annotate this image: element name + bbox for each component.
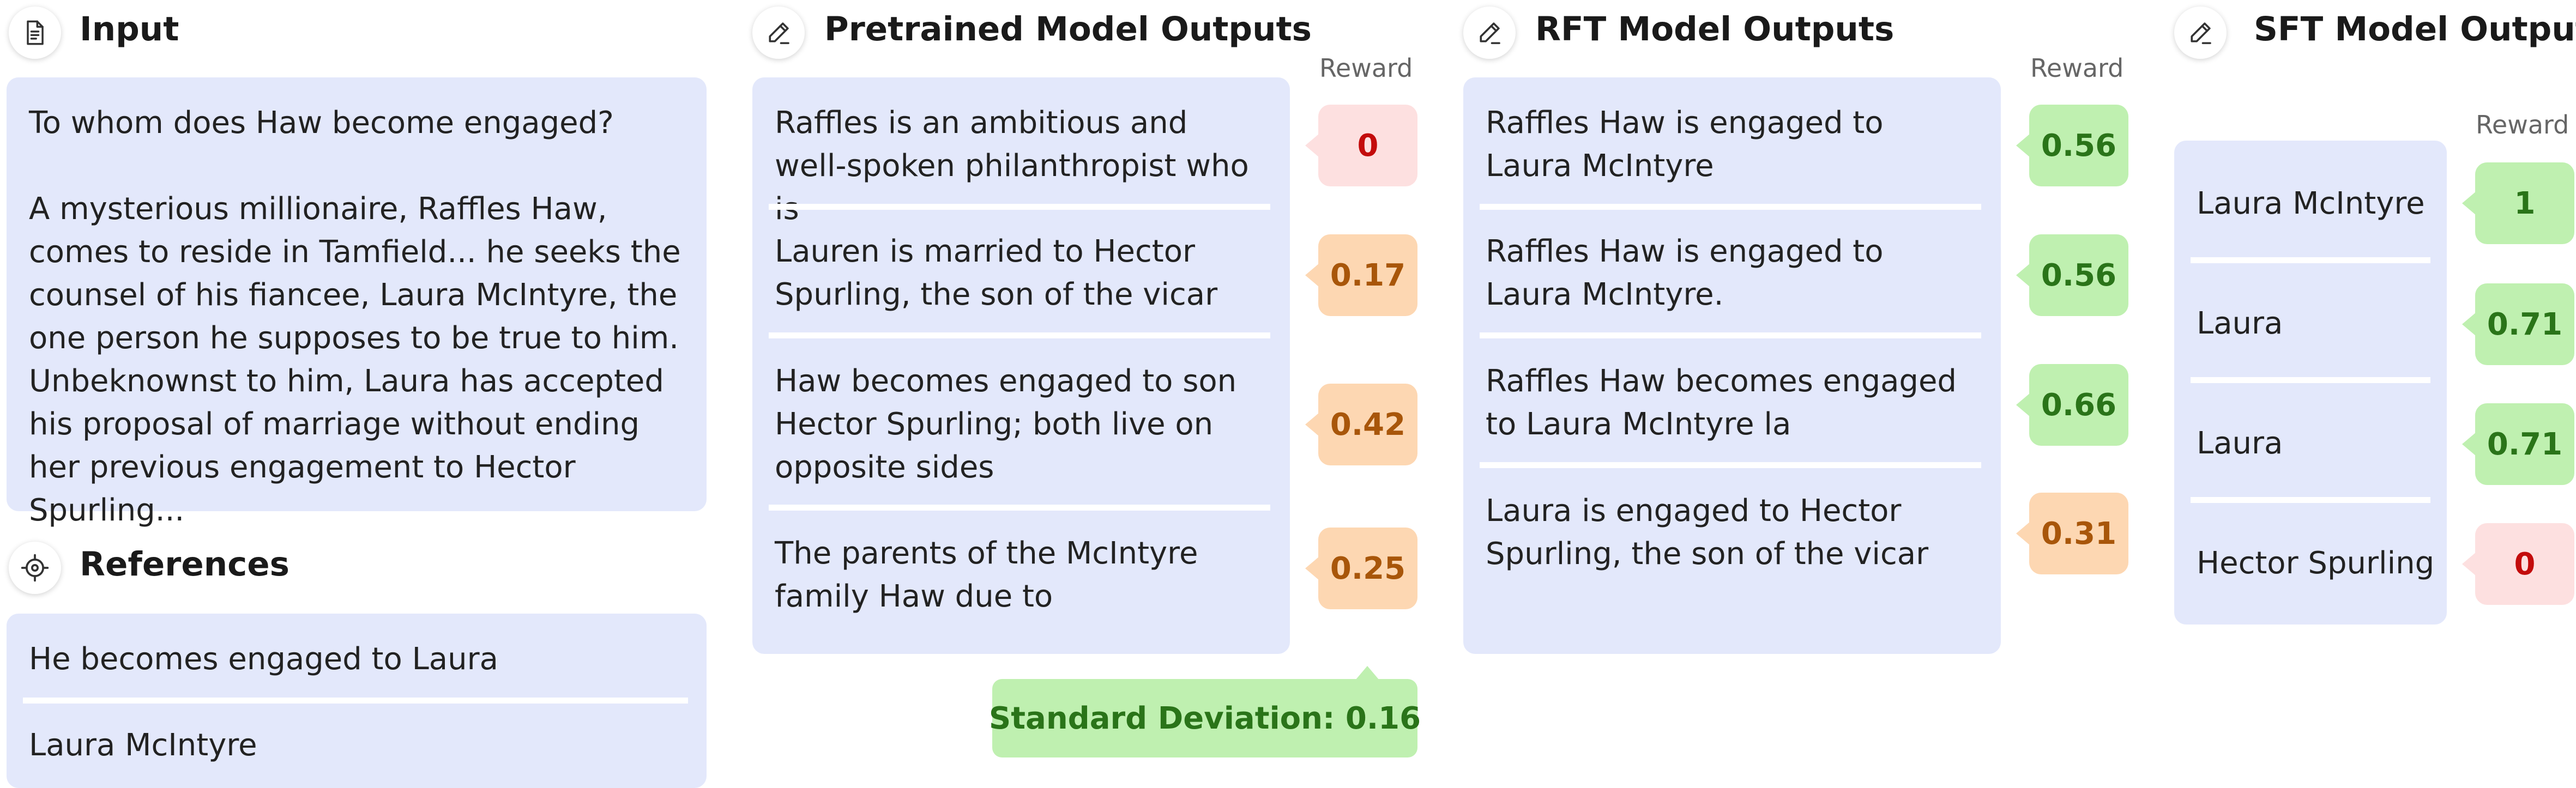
output-text: Hector Spurling — [2197, 545, 2435, 581]
divider — [2191, 497, 2430, 503]
reward-label: Reward — [2030, 53, 2124, 83]
reward-badge: 0.42 — [1305, 384, 1417, 465]
rft-title: RFT Model Outputs — [1535, 10, 1895, 49]
pen-icon — [752, 7, 805, 59]
reward-badge: 0.71 — [2462, 403, 2574, 485]
pen-icon — [2174, 7, 2227, 59]
sft-panel: Laura McIntyre Laura Laura Hector Spurli… — [2174, 141, 2447, 625]
pen-icon — [1463, 7, 1516, 59]
references-panel: He becomes engaged to Laura Laura McInty… — [7, 614, 707, 788]
reward-badge: 0.66 — [2016, 364, 2128, 446]
input-title: Input — [80, 10, 179, 49]
reward-badge: 0 — [2462, 523, 2574, 605]
output-text: Laura — [2197, 306, 2283, 341]
output-text: Laura is engaged to Hector Spurling, the… — [1486, 493, 1929, 572]
input-passage: A mysterious millionaire, Raffles Haw, c… — [29, 191, 681, 528]
input-panel: To whom does Haw become engaged? A myste… — [7, 77, 707, 528]
input-question: To whom does Haw become engaged? — [29, 105, 614, 141]
reward-badge: 0.56 — [2016, 234, 2128, 316]
reference-item: Laura McIntyre — [29, 728, 257, 763]
divider — [769, 505, 1270, 511]
pretrained-panel: Raffles is an ambitious and well-spoken … — [752, 77, 1290, 654]
reward-badge: 0 — [1305, 105, 1417, 186]
divider — [769, 204, 1270, 210]
reward-label: Reward — [2476, 110, 2569, 140]
sft-title: SFT Model Outputs — [2254, 10, 2576, 49]
reference-item: He becomes engaged to Laura — [29, 641, 498, 677]
divider — [1480, 462, 1981, 468]
reward-badge: 0.71 — [2462, 283, 2574, 365]
reward-badge: 0.25 — [1305, 528, 1417, 609]
standard-deviation-box: Standard Deviation: 0.16 — [989, 666, 1421, 757]
output-text: Laura McIntyre — [2197, 186, 2425, 221]
output-text: Laura — [2197, 426, 2283, 461]
divider — [23, 698, 688, 704]
output-text: Raffles is an ambitious and well-spoken … — [775, 105, 1249, 227]
reward-badge: 0.17 — [1305, 234, 1417, 316]
output-text: Raffles Haw is engaged to Laura McIntyre — [1486, 105, 1884, 184]
output-text: The parents of the McIntyre family Haw d… — [775, 536, 1198, 614]
pretrained-title: Pretrained Model Outputs — [824, 10, 1312, 49]
reward-badge: 0.56 — [2016, 105, 2128, 186]
divider — [1480, 204, 1981, 210]
output-text: Lauren is married to Hector Spurling, th… — [775, 234, 1218, 312]
output-text: Raffles Haw becomes engaged to Laura McI… — [1486, 363, 1957, 442]
rft-panel: Raffles Haw is engaged to Laura McIntyre… — [1463, 77, 2001, 654]
output-text: Haw becomes engaged to son Hector Spurli… — [775, 363, 1237, 485]
divider — [2191, 257, 2430, 263]
divider — [769, 332, 1270, 338]
divider — [1480, 332, 1981, 338]
target-icon — [9, 542, 61, 594]
references-title: References — [80, 545, 289, 584]
divider — [2191, 377, 2430, 383]
document-icon — [9, 7, 61, 59]
reward-badge: 1 — [2462, 162, 2574, 244]
reward-label: Reward — [1319, 53, 1413, 83]
output-text: Raffles Haw is engaged to Laura McIntyre… — [1486, 234, 1884, 312]
reward-badge: 0.31 — [2016, 493, 2128, 574]
